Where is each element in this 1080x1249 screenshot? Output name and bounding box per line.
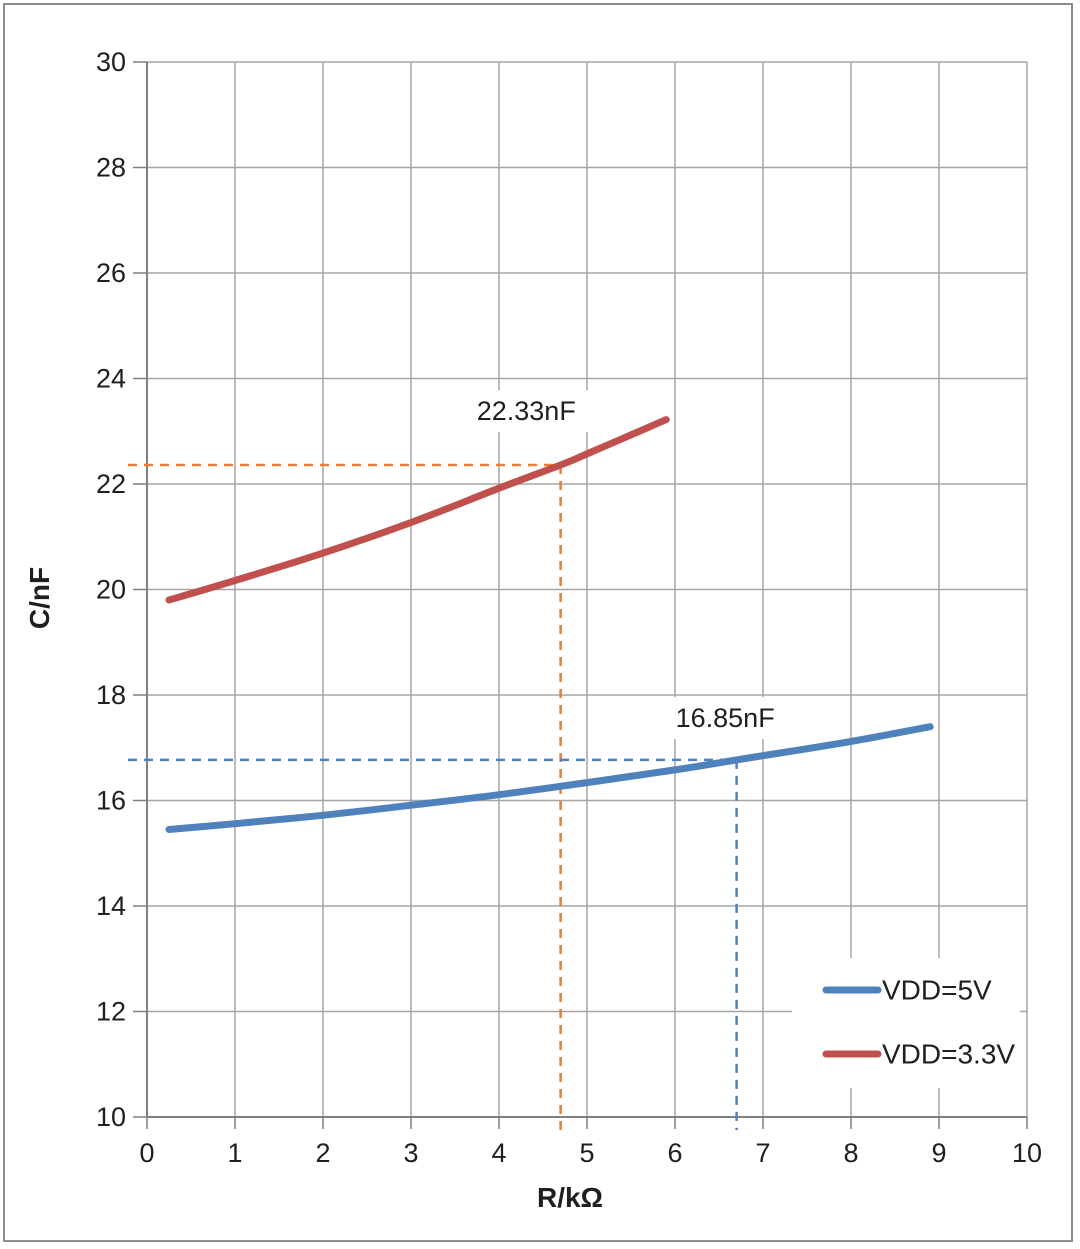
x-tick-label: 2 [315, 1138, 330, 1168]
legend-box [792, 958, 1020, 1088]
y-tick-label: 30 [96, 47, 126, 77]
x-tick-label: 9 [931, 1138, 946, 1168]
legend-label-vdd-5v: VDD=5V [882, 975, 992, 1006]
annotation-label: 16.85nF [676, 703, 775, 733]
y-tick-label: 14 [96, 891, 126, 921]
x-tick-label: 6 [667, 1138, 682, 1168]
legend-label-vdd-3-3v: VDD=3.3V [882, 1039, 1015, 1070]
y-tick-label: 12 [96, 997, 126, 1027]
annotation-label: 22.33nF [477, 396, 576, 426]
x-axis-title: R/kΩ [536, 1182, 604, 1213]
y-tick-label: 16 [96, 786, 126, 816]
y-tick-label: 26 [96, 258, 126, 288]
x-tick-label: 10 [1012, 1138, 1042, 1168]
y-tick-label: 18 [96, 680, 126, 710]
y-axis-title: C/nF [24, 566, 55, 630]
x-tick-label: 1 [227, 1138, 242, 1168]
y-tick-label: 20 [96, 575, 126, 605]
x-tick-label: 7 [755, 1138, 770, 1168]
y-tick-label: 22 [96, 469, 126, 499]
annotation-label-bg [460, 390, 593, 433]
x-tick-label: 8 [843, 1138, 858, 1168]
x-tick-label: 0 [139, 1138, 154, 1168]
y-tick-label: 10 [96, 1102, 126, 1132]
series-line-vdd-3-3v [165, 416, 670, 604]
x-tick-label: 5 [579, 1138, 594, 1168]
y-tick-label: 28 [96, 153, 126, 183]
annotation-label-bg [659, 697, 792, 740]
y-tick-label: 24 [96, 364, 126, 394]
x-tick-label: 3 [403, 1138, 418, 1168]
series-line-vdd-5v [165, 723, 934, 833]
x-tick-label: 4 [491, 1138, 506, 1168]
